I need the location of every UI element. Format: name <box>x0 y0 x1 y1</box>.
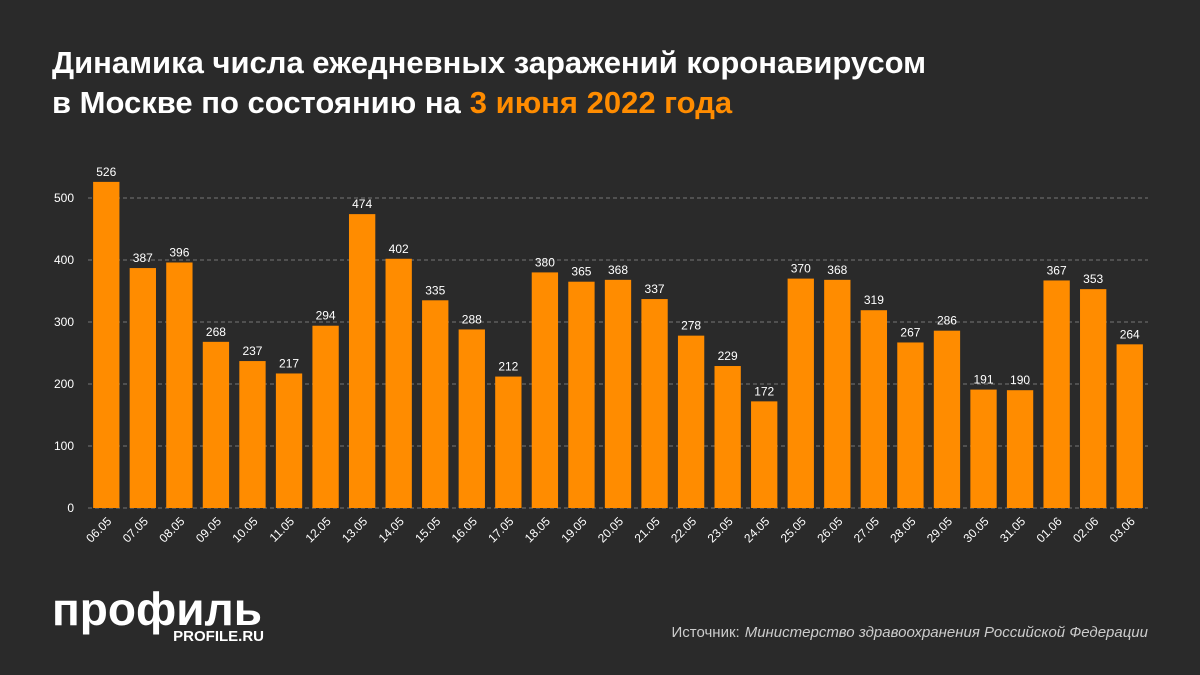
bar <box>933 330 961 508</box>
value-label: 402 <box>389 242 409 256</box>
value-label: 387 <box>133 251 153 265</box>
bar <box>166 262 193 508</box>
y-tick-label: 300 <box>54 315 74 329</box>
value-label: 294 <box>316 309 336 323</box>
value-label: 370 <box>791 262 811 276</box>
y-tick-label: 200 <box>54 377 74 391</box>
bar <box>422 300 449 508</box>
value-label: 380 <box>535 255 555 269</box>
bar <box>275 373 303 508</box>
value-label: 474 <box>352 197 372 211</box>
value-label: 286 <box>937 314 957 328</box>
bar <box>677 335 705 508</box>
bar <box>93 181 120 508</box>
y-tick-label: 400 <box>54 253 74 267</box>
source: Источник: Министерство здравоохранения Ро… <box>672 624 1149 641</box>
bar <box>824 279 851 508</box>
value-label: 212 <box>498 360 518 374</box>
value-label: 288 <box>462 312 482 326</box>
source-text: Министерство здравоохранения Российской … <box>745 624 1149 641</box>
bar <box>568 281 595 508</box>
chart-title-line: в Москве по состоянию на <box>52 85 462 120</box>
bar <box>970 389 997 508</box>
bar <box>531 272 559 508</box>
value-label: 217 <box>279 356 299 370</box>
bar <box>860 310 888 508</box>
bar <box>202 341 230 508</box>
bar <box>1006 390 1034 508</box>
value-label: 526 <box>96 165 116 179</box>
bar <box>604 279 632 508</box>
bar <box>458 329 485 508</box>
bar <box>787 278 814 508</box>
value-label: 264 <box>1120 327 1140 341</box>
bar <box>1080 289 1107 508</box>
value-label: 368 <box>608 263 628 277</box>
value-label: 365 <box>571 265 591 279</box>
value-label: 278 <box>681 319 701 333</box>
source-label: Источник: <box>672 624 740 641</box>
chart-title: Динамика числа ежедневных заражений коро… <box>52 45 926 80</box>
y-tick-label: 100 <box>54 439 74 453</box>
chart-title: в Москве по состоянию на 3 июня 2022 года <box>52 85 733 120</box>
bar <box>348 214 376 508</box>
value-label: 229 <box>718 349 738 363</box>
bar <box>1116 344 1143 508</box>
value-label: 396 <box>169 245 189 259</box>
value-label: 267 <box>900 325 920 339</box>
bar <box>239 361 266 508</box>
y-tick-label: 0 <box>67 501 74 515</box>
logo-site: PROFILE.RU <box>173 628 264 645</box>
value-label: 268 <box>206 325 226 339</box>
value-label: 368 <box>827 263 847 277</box>
bar <box>495 376 522 508</box>
value-label: 319 <box>864 293 884 307</box>
value-label: 335 <box>425 283 445 297</box>
bar <box>385 258 412 508</box>
bar <box>129 268 156 508</box>
bar <box>1043 280 1070 508</box>
value-label: 191 <box>974 373 994 387</box>
bar <box>641 299 668 508</box>
bar <box>897 342 924 508</box>
value-label: 172 <box>754 384 774 398</box>
value-label: 237 <box>242 344 262 358</box>
bar <box>714 366 741 508</box>
bar <box>751 401 778 508</box>
value-label: 367 <box>1047 263 1067 277</box>
chart-title-highlight: 3 июня 2022 года <box>470 85 733 120</box>
value-label: 190 <box>1010 373 1030 387</box>
value-label: 353 <box>1083 272 1103 286</box>
y-tick-label: 500 <box>54 191 74 205</box>
bar <box>312 325 339 508</box>
logo: профиль <box>52 583 262 635</box>
value-label: 337 <box>645 282 665 296</box>
